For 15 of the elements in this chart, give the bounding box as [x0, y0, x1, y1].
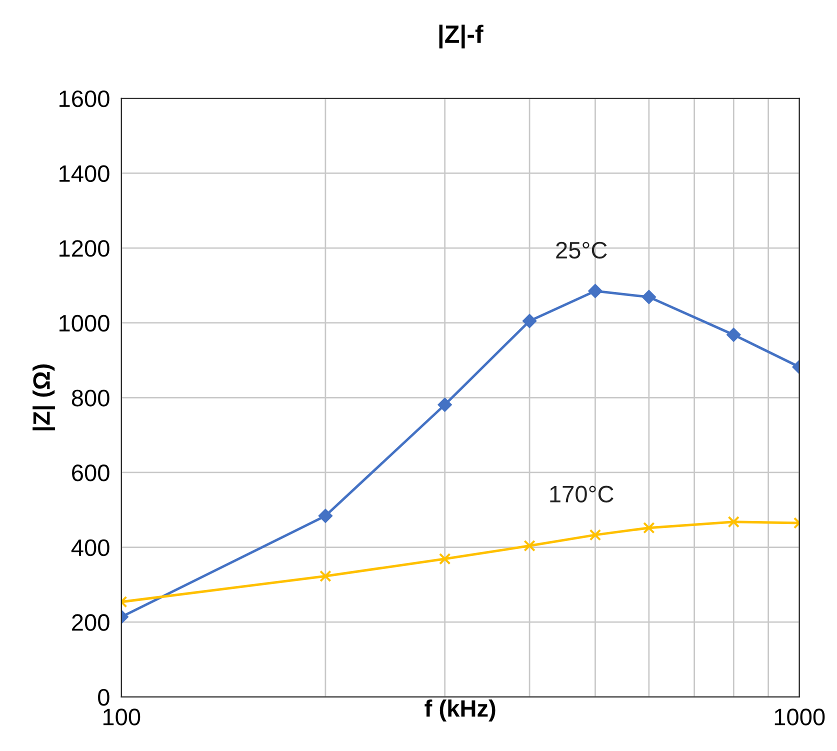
series-label: 170°C — [550, 486, 614, 502]
y-tick-label: 800 — [72, 390, 110, 406]
y-tick-label: 1400 — [60, 165, 110, 182]
y-tick-label: 1000 — [60, 314, 110, 332]
x-tick-label: 100 — [103, 708, 140, 726]
y-tick-label: 1600 — [60, 90, 110, 108]
y-tick-label: 0 — [98, 688, 110, 706]
series-label: 25°C — [556, 242, 607, 259]
y-tick-label: 400 — [71, 539, 110, 556]
y-tick-label: 1200 — [60, 240, 110, 257]
y-axis-title: |Z| (Ω) — [32, 364, 55, 430]
x-axis-title: f (kHz) — [424, 699, 496, 722]
y-tick-label: 600 — [72, 464, 110, 482]
chart-title: |Z|-f — [439, 24, 484, 48]
y-tick-label: 200 — [72, 614, 110, 631]
